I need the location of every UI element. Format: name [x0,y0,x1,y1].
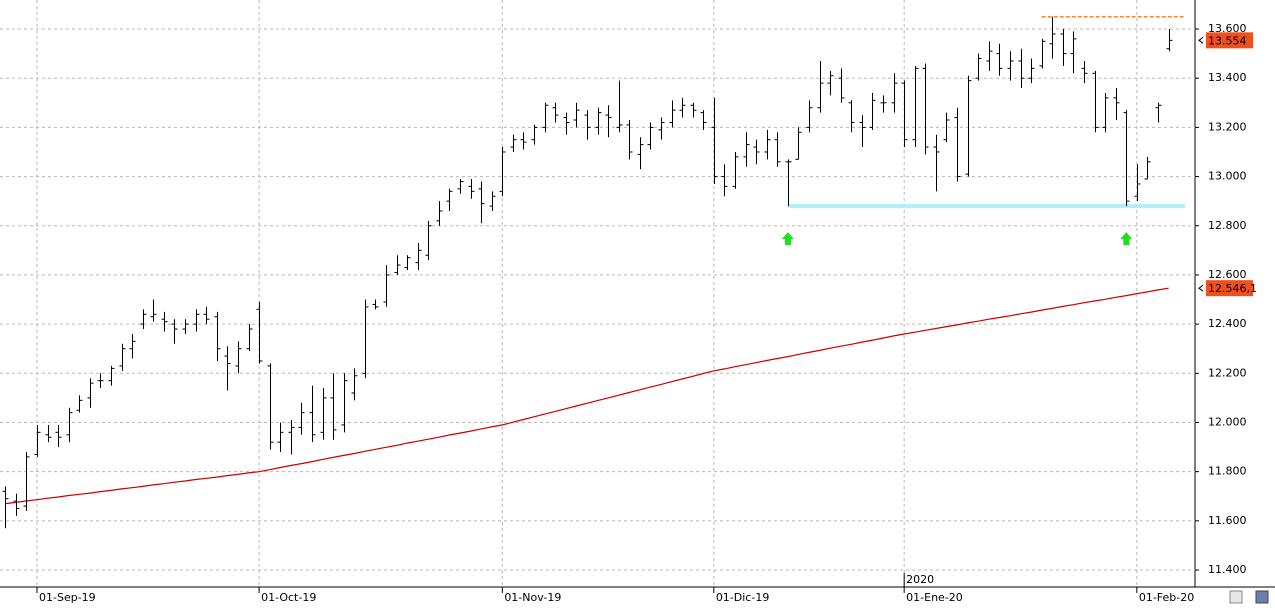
x-tick-label: 01-Ene-20 [906,591,963,604]
moving-average [5,287,1169,505]
x-tick-label: 01-Dic-19 [716,591,770,604]
y-tick-label: 12.400 [1208,317,1247,330]
y-tick-label: 11.400 [1208,563,1247,576]
x-tick-label: 01-Oct-19 [261,591,316,604]
toolbar-icon[interactable] [1229,590,1243,604]
y-tick-label: 13.000 [1208,170,1247,183]
value-box [1206,32,1253,49]
y-tick-label: 11.800 [1208,465,1247,478]
value-pointer [1198,284,1204,292]
year-label: 2020 [906,573,934,586]
signal-arrow [1120,232,1133,246]
save-icon[interactable] [1255,590,1269,604]
value-pointer [1198,36,1204,44]
value-label: 12.546,1 [1208,282,1257,295]
y-tick-label: 12.600 [1208,268,1247,281]
value-label: 13.554 [1208,34,1247,47]
x-tick-label: 01-Sep-19 [39,591,96,604]
y-tick-label: 12.200 [1208,366,1247,379]
x-tick-label: 01-Feb-20 [1139,591,1194,604]
y-tick-label: 13.400 [1208,71,1247,84]
x-tick-label: 01-Nov-19 [504,591,561,604]
y-tick-label: 11.600 [1208,514,1247,527]
y-tick-label: 13.600 [1208,22,1247,35]
y-tick-label: 12.000 [1208,415,1247,428]
y-tick-label: 12.800 [1208,219,1247,232]
y-tick-label: 13.200 [1208,120,1247,133]
signal-arrow [781,232,794,246]
value-box [1206,280,1253,297]
